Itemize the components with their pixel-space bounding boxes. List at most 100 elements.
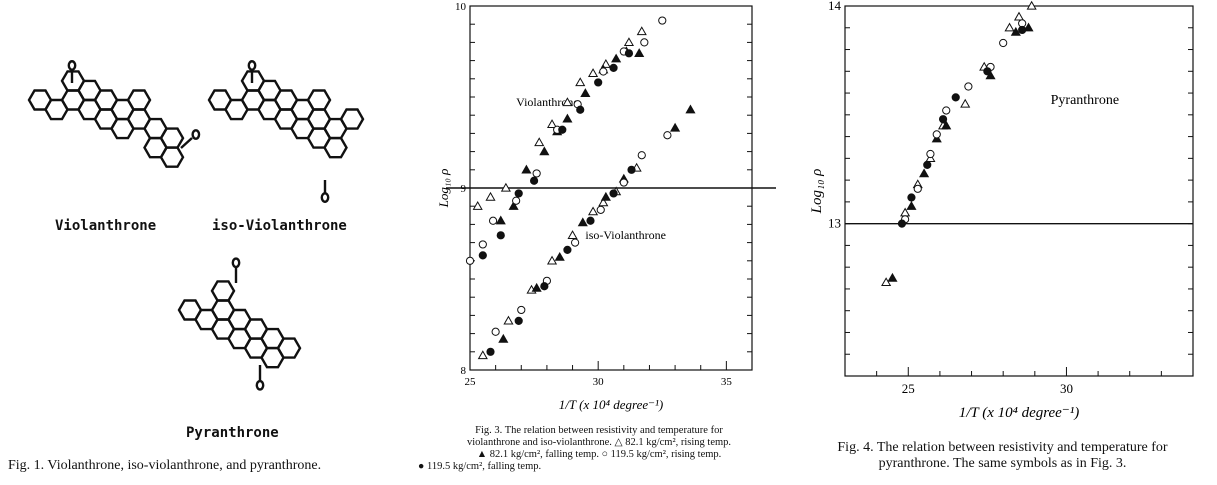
y-axis-label: Log₁₀ ρ bbox=[809, 169, 825, 215]
filled-circle-point bbox=[563, 245, 572, 254]
filled-triangle-point bbox=[554, 251, 565, 261]
filled-triangle-point bbox=[906, 201, 917, 210]
open-circle-point bbox=[491, 327, 500, 336]
x-tick-label: 35 bbox=[721, 376, 733, 388]
open-triangle-point bbox=[546, 119, 558, 128]
open-triangle-point bbox=[587, 68, 599, 77]
open-circle-point bbox=[478, 240, 487, 249]
open-circle-point bbox=[964, 82, 973, 91]
filled-circle-point bbox=[514, 189, 523, 198]
iso-violanthrone-label: iso-Violanthrone bbox=[212, 218, 347, 234]
x-axis-label: 1/T (x 10⁴ degree⁻¹) bbox=[559, 397, 663, 412]
open-triangle-point bbox=[503, 315, 514, 325]
filled-triangle-point bbox=[562, 113, 573, 123]
filled-triangle-point bbox=[634, 48, 645, 57]
filled-triangle-point bbox=[919, 168, 930, 178]
curve-annotation: iso-Violanthrone bbox=[585, 228, 666, 242]
open-triangle-point bbox=[960, 98, 971, 108]
figure-3-caption-line: Fig. 3. The relation between resistivity… bbox=[475, 425, 723, 436]
open-triangle-point bbox=[567, 230, 578, 239]
filled-circle-point bbox=[558, 125, 567, 134]
filled-circle-point bbox=[609, 189, 618, 198]
filled-triangle-point bbox=[495, 215, 506, 225]
open-circle-point bbox=[640, 38, 649, 47]
filled-triangle-point bbox=[1023, 22, 1034, 32]
open-circle-point bbox=[999, 38, 1008, 48]
open-circle-point bbox=[571, 238, 580, 247]
open-circle-point bbox=[517, 305, 526, 315]
filled-circle-point bbox=[951, 93, 960, 102]
violanthrone-label: Violanthrone bbox=[55, 218, 157, 234]
open-circle-point bbox=[913, 184, 922, 193]
x-tick-label: 30 bbox=[593, 376, 605, 388]
filled-circle-point bbox=[923, 160, 932, 169]
ring bbox=[306, 89, 332, 111]
open-triangle-point bbox=[623, 37, 635, 47]
filled-triangle-point bbox=[887, 272, 898, 282]
filled-circle-point bbox=[627, 165, 636, 174]
filled-circle-point bbox=[514, 316, 523, 325]
filled-triangle-point bbox=[508, 200, 519, 210]
ring bbox=[159, 146, 185, 168]
open-circle-point bbox=[465, 256, 475, 265]
ring bbox=[323, 136, 348, 159]
filled-circle-point bbox=[983, 67, 992, 76]
open-triangle-point bbox=[598, 197, 609, 207]
filled-circle-point bbox=[478, 251, 487, 260]
filled-circle-point bbox=[594, 78, 603, 87]
figure-1-structures bbox=[27, 60, 365, 391]
filled-triangle-point bbox=[611, 53, 622, 63]
figure-3-caption-line: violanthrone and iso-violanthrone. △ 82.… bbox=[466, 437, 732, 449]
open-triangle-point bbox=[546, 255, 558, 265]
violanthrone-structure bbox=[27, 60, 201, 168]
filled-triangle-point bbox=[670, 122, 681, 132]
open-circle-point bbox=[599, 67, 608, 76]
open-triangle-point bbox=[500, 182, 511, 192]
plot-frame bbox=[844, 5, 1194, 377]
ring bbox=[126, 89, 152, 111]
filled-triangle-point bbox=[600, 191, 611, 201]
open-triangle-point bbox=[485, 191, 496, 201]
filled-circle-point bbox=[496, 231, 505, 240]
open-circle-point bbox=[663, 131, 672, 140]
ring bbox=[159, 127, 185, 149]
figure-4-caption-line: pyranthrone. The same symbols as in Fig.… bbox=[878, 456, 1127, 472]
open-triangle-point bbox=[587, 206, 599, 216]
filled-circle-point bbox=[529, 176, 539, 185]
open-triangle-point bbox=[636, 26, 647, 36]
open-circle-point bbox=[658, 16, 667, 25]
filled-circle-point bbox=[1018, 25, 1027, 35]
oxygen-atom bbox=[231, 257, 241, 269]
oxygen-atom bbox=[67, 60, 77, 71]
filled-triangle-point bbox=[521, 164, 532, 174]
filled-circle-point bbox=[938, 115, 948, 124]
carbonyl-bond bbox=[180, 137, 193, 149]
filled-circle-point bbox=[609, 63, 618, 72]
filled-triangle-point bbox=[577, 217, 588, 227]
open-circle-point bbox=[488, 216, 498, 225]
open-circle-point bbox=[512, 196, 521, 205]
x-tick-label: 25 bbox=[902, 381, 915, 396]
oxygen-atom bbox=[255, 379, 265, 391]
filled-circle-point bbox=[576, 105, 585, 114]
open-triangle-point bbox=[881, 277, 892, 287]
open-triangle-point bbox=[534, 137, 545, 147]
oxygen-atom bbox=[247, 60, 257, 71]
oxygen-atom bbox=[320, 192, 330, 203]
filled-circle-point bbox=[486, 347, 495, 356]
figure-4-caption-line: Fig. 4. The relation between resistivity… bbox=[837, 440, 1168, 455]
ring bbox=[260, 327, 285, 350]
open-circle-point bbox=[596, 205, 605, 214]
open-triangle-point bbox=[1004, 22, 1015, 32]
x-axis-label: 1/T (x 10⁴ degree⁻¹) bbox=[959, 405, 1080, 421]
ring bbox=[210, 318, 236, 340]
pyranthrone-structure bbox=[177, 257, 302, 391]
open-triangle-point bbox=[1026, 0, 1037, 10]
filled-triangle-point bbox=[580, 88, 591, 98]
ring bbox=[210, 280, 236, 302]
open-circle-point bbox=[532, 169, 541, 178]
open-circle-point bbox=[942, 106, 951, 115]
curve-annotation: Pyranthrone bbox=[1051, 93, 1119, 108]
iso-violanthrone-structure bbox=[207, 60, 365, 203]
open-triangle-point bbox=[477, 350, 488, 360]
